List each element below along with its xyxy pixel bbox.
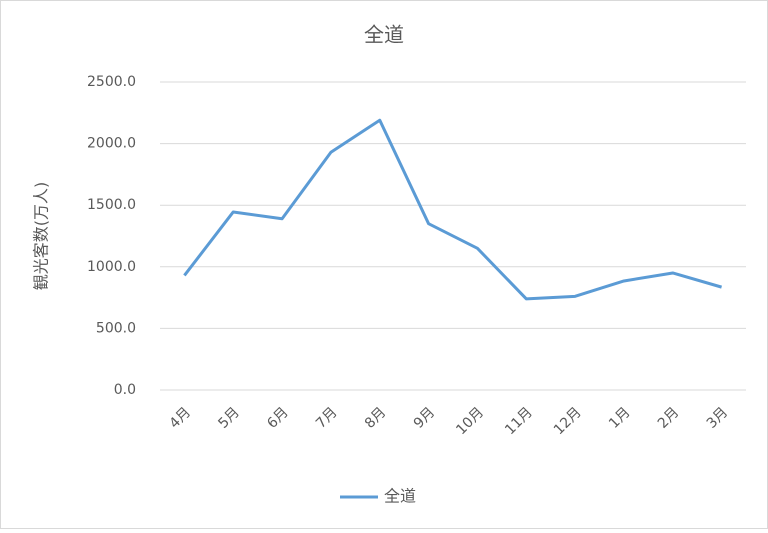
y-tick-label: 1500.0 [87,197,136,213]
chart-title: 全道 [364,23,404,47]
y-tick-label: 0.0 [114,382,136,398]
data-line [183,118,723,301]
y-tick-label: 500.0 [96,320,136,336]
y-tick-label: 2000.0 [87,136,136,152]
y-axis-label: 観光客数(万人) [32,182,51,291]
y-tick-label: 2500.0 [87,74,136,90]
legend-label: 全道 [384,487,416,506]
y-tick-label: 1000.0 [87,259,136,275]
